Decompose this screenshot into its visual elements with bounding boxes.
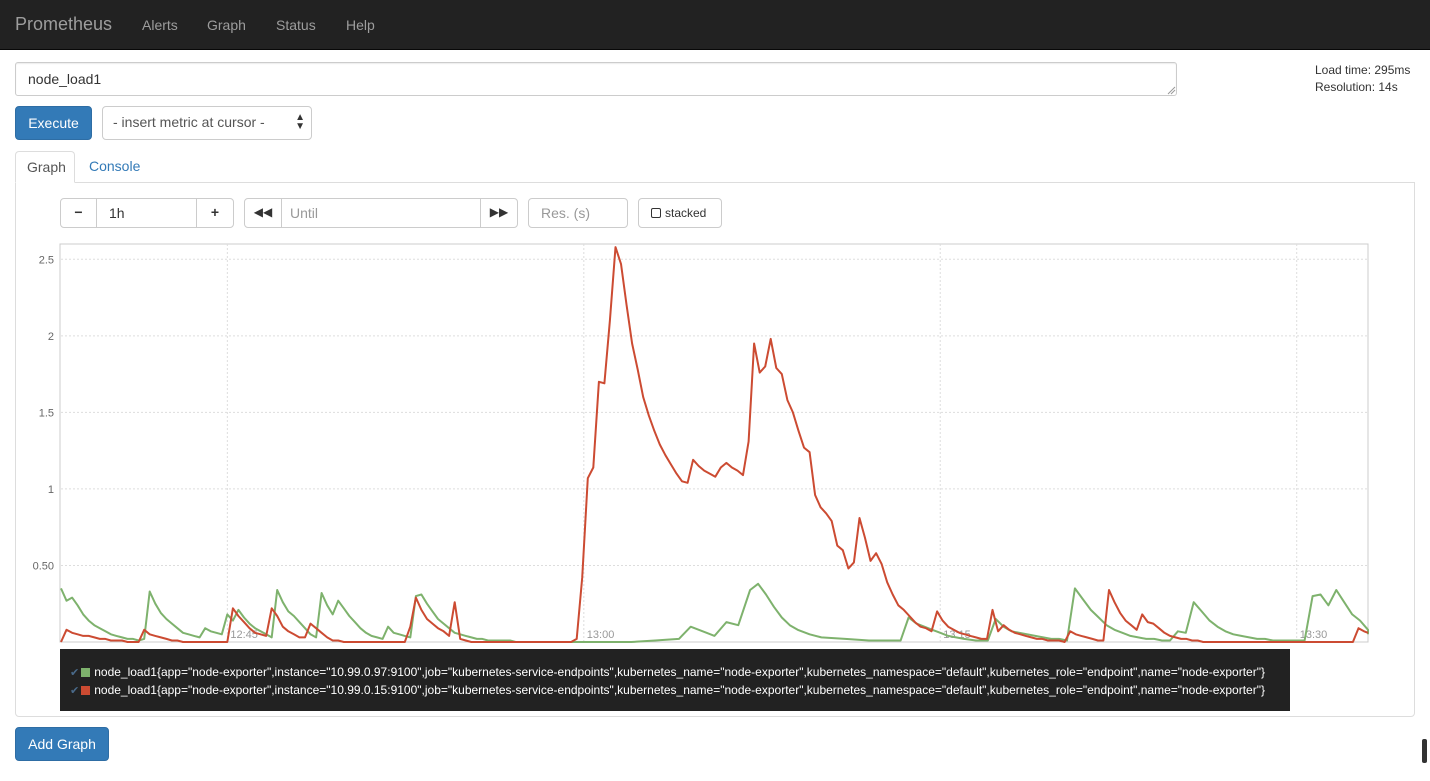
- insert-metric-select[interactable]: - insert metric at cursor - ▲ ▼: [102, 106, 312, 140]
- y-tick-label: 1.5: [39, 407, 54, 419]
- tab-graph[interactable]: Graph: [15, 151, 75, 183]
- legend-item[interactable]: ✔ node_load1{app="node-exporter",instance…: [70, 681, 1290, 699]
- legend-label: node_load1{app="node-exporter",instance=…: [94, 683, 1265, 697]
- y-tick-label: 0.50: [33, 560, 54, 572]
- checkbox-icon: [651, 208, 661, 218]
- plot-area: [59, 243, 1369, 643]
- nav-alerts[interactable]: Alerts: [142, 17, 178, 33]
- expression-input[interactable]: node_load1: [15, 62, 1177, 96]
- insert-metric-label: - insert metric at cursor -: [113, 114, 265, 130]
- check-icon[interactable]: ✔: [70, 685, 80, 697]
- load-time: Load time: 295ms: [1315, 63, 1411, 77]
- nav-graph[interactable]: Graph: [207, 17, 246, 33]
- x-tick-label: 12:45: [230, 629, 258, 641]
- resolution-info: Resolution: 14s: [1315, 80, 1398, 94]
- y-tick-label: 2.5: [39, 254, 54, 266]
- add-graph-button[interactable]: Add Graph: [15, 727, 109, 761]
- x-tick-label: 13:00: [587, 629, 615, 641]
- range-increase-button[interactable]: +: [196, 198, 234, 228]
- legend-swatch: [81, 668, 91, 677]
- until-input[interactable]: Until: [281, 198, 481, 228]
- stacked-label: stacked: [665, 206, 707, 220]
- check-icon[interactable]: ✔: [70, 667, 80, 679]
- time-back-button[interactable]: ◀◀: [244, 198, 282, 228]
- graph-panel: [15, 182, 1415, 717]
- resolution-input[interactable]: Res. (s): [528, 198, 628, 228]
- range-decrease-button[interactable]: −: [60, 198, 97, 228]
- y-tick-label: 1: [48, 484, 54, 496]
- series-line-2[interactable]: [60, 246, 1369, 643]
- nav-help[interactable]: Help: [346, 17, 375, 33]
- scrollbar-thumb[interactable]: [1422, 739, 1427, 763]
- legend-swatch: [81, 686, 91, 695]
- legend-item[interactable]: ✔ node_load1{app="node-exporter",instance…: [70, 663, 1290, 681]
- time-forward-button[interactable]: ▶▶: [480, 198, 518, 228]
- resize-handle-icon[interactable]: [1166, 85, 1176, 95]
- y-tick-label: 2: [48, 331, 54, 343]
- select-arrows-icon: ▲ ▼: [295, 112, 305, 132]
- tab-console[interactable]: Console: [89, 158, 141, 174]
- graph-legend: ✔ node_load1{app="node-exporter",instance…: [60, 649, 1290, 711]
- top-navbar: Prometheus Alerts Graph Status Help: [0, 0, 1430, 50]
- execute-button[interactable]: Execute: [15, 106, 92, 140]
- nav-status[interactable]: Status: [276, 17, 316, 33]
- legend-label: node_load1{app="node-exporter",instance=…: [94, 665, 1265, 679]
- load-info: Load time: 295ms Resolution: 14s: [1315, 62, 1410, 96]
- stacked-toggle[interactable]: stacked: [638, 198, 722, 228]
- brand-logo[interactable]: Prometheus: [15, 14, 113, 34]
